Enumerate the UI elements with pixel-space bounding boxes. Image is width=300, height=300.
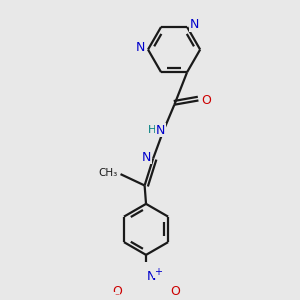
- Text: ⁻: ⁻: [114, 293, 119, 300]
- Text: N: N: [190, 18, 199, 31]
- Text: +: +: [154, 267, 162, 278]
- Text: N: N: [146, 270, 156, 283]
- Text: O: O: [170, 286, 180, 298]
- Text: N: N: [136, 41, 146, 54]
- Text: O: O: [112, 286, 122, 298]
- Text: N: N: [142, 151, 152, 164]
- Text: CH₃: CH₃: [98, 168, 117, 178]
- Text: O: O: [201, 94, 211, 107]
- Text: N: N: [155, 124, 165, 137]
- Text: H: H: [148, 125, 157, 135]
